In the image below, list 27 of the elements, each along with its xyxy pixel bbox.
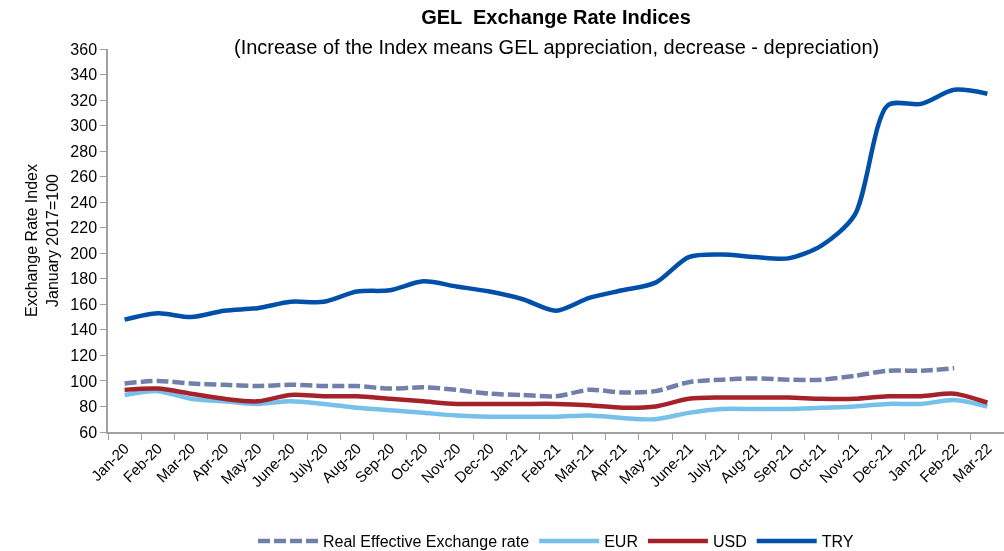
y-tick-label: 280: [70, 142, 98, 160]
legend-label: Real Effective Exchange rate: [323, 533, 530, 551]
y-tick-label: 60: [79, 423, 98, 441]
line-series: [122, 365, 957, 399]
chart-title: GEL Exchange Rate Indices: [421, 6, 691, 28]
y-tick-label: 100: [70, 372, 98, 390]
y-tick-label: 140: [70, 321, 98, 339]
line-series: [122, 388, 990, 422]
y-axis-title: Exchange Rate Index January 2017=100: [22, 164, 61, 317]
y-tick-label: 120: [70, 347, 98, 364]
line-series: [122, 386, 990, 411]
y-tick-label: 180: [70, 270, 98, 288]
chart-subtitle: (Increase of the Index means GEL appreciation, decrease - depreciation): [234, 36, 880, 58]
line-series: [122, 87, 990, 322]
legend-label: TRY: [821, 533, 854, 551]
y-tick-label: 240: [70, 193, 98, 211]
y-tick-label: 340: [70, 66, 98, 84]
y-tick-label: 360: [70, 40, 98, 58]
y-tick-label: 300: [70, 117, 98, 135]
y-tick-label: 80: [79, 398, 98, 416]
y-tick-label: 320: [70, 91, 98, 109]
y-tick-label: 160: [70, 295, 98, 313]
y-tick-label: 220: [70, 219, 98, 237]
legend-label: EUR: [604, 533, 638, 551]
y-tick-label: 200: [70, 244, 98, 262]
legend-label: USD: [712, 533, 747, 551]
y-tick-label: 260: [70, 168, 98, 186]
